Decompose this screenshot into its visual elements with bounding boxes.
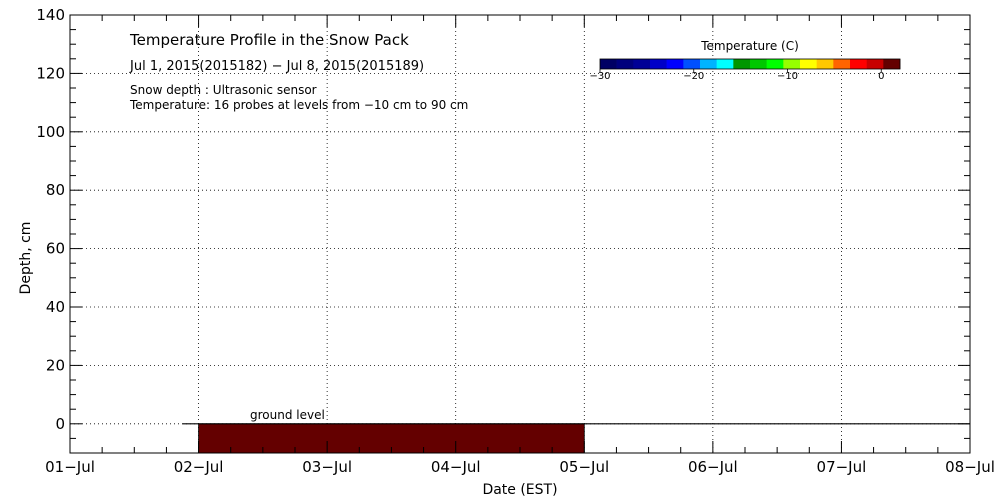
y-tick-label: 60	[46, 240, 65, 258]
colorbar-tick-label: −30	[589, 71, 610, 82]
colorbar-swatch	[616, 59, 634, 69]
y-tick-label: 0	[55, 415, 65, 433]
x-tick-label: 01−Jul	[45, 458, 95, 476]
axis-ticks	[69, 14, 971, 454]
x-tick-label: 02−Jul	[174, 458, 224, 476]
grid-lines	[70, 15, 970, 453]
y-tick-label: 20	[46, 356, 65, 374]
colorbar-swatch	[683, 59, 701, 69]
plot-area-border	[69, 14, 971, 454]
x-tick-labels: 01−Jul 02−Jul 03−Jul 04−Jul 05−Jul 06−Jul 07−J…	[45, 458, 995, 476]
chart-period: Jul 1, 2015(2015182) − Jul 8, 2015(20151…	[129, 59, 424, 74]
colorbar-swatch	[716, 59, 734, 69]
colorbar-swatch	[733, 59, 751, 69]
y-axis-title: Depth, cm	[18, 222, 34, 295]
colorbar-swatch	[633, 59, 651, 69]
x-tick-label: 07−Jul	[817, 458, 867, 476]
colorbar-title: Temperature (C)	[700, 39, 799, 53]
y-tick-label: 120	[36, 64, 65, 82]
y-tick-label: 100	[36, 123, 65, 141]
colorbar-swatch	[850, 59, 867, 69]
x-tick-label: 06−Jul	[688, 458, 738, 476]
note-temperature: Temperature: 16 probes at levels from −1…	[129, 98, 468, 112]
colorbar-swatch	[766, 59, 784, 69]
colorbar-swatch	[700, 59, 717, 69]
colorbar-tick-label: 0	[878, 71, 884, 82]
y-tick-label: 80	[46, 181, 65, 199]
note-snow-depth: Snow depth : Ultrasonic sensor	[130, 83, 317, 97]
ground-level-label: ground level	[250, 408, 325, 422]
ground-level-group: ground level	[182, 408, 970, 454]
colorbar-swatch	[833, 59, 851, 69]
x-tick-label: 05−Jul	[559, 458, 609, 476]
y-tick-label: 40	[46, 298, 65, 316]
colorbar-swatch	[650, 59, 667, 69]
colorbar-swatch	[866, 59, 884, 69]
colorbar-swatch	[600, 59, 617, 69]
colorbar-swatch	[816, 59, 834, 69]
colorbar-border	[599, 58, 901, 70]
chart-title: Temperature Profile in the Snow Pack	[129, 31, 409, 49]
colorbar-swatch	[800, 59, 817, 69]
colorbar-swatch	[783, 59, 801, 69]
colorbar-swatch	[750, 59, 767, 69]
colorbar-swatch	[883, 59, 901, 69]
x-tick-label: 08−Jul	[945, 458, 995, 476]
y-tick-labels: 0 20 40 60 80 100 120 140	[36, 6, 65, 433]
y-tick-label: 140	[36, 6, 65, 24]
colorbar-tick-label: −20	[683, 71, 704, 82]
x-axis-title: Date (EST)	[482, 482, 557, 498]
x-tick-label: 03−Jul	[302, 458, 352, 476]
x-tick-label: 04−Jul	[431, 458, 481, 476]
colorbar-tick-label: −10	[777, 71, 798, 82]
colorbar: −30 −20 −10 0	[589, 58, 901, 82]
colorbar-swatch	[666, 59, 684, 69]
